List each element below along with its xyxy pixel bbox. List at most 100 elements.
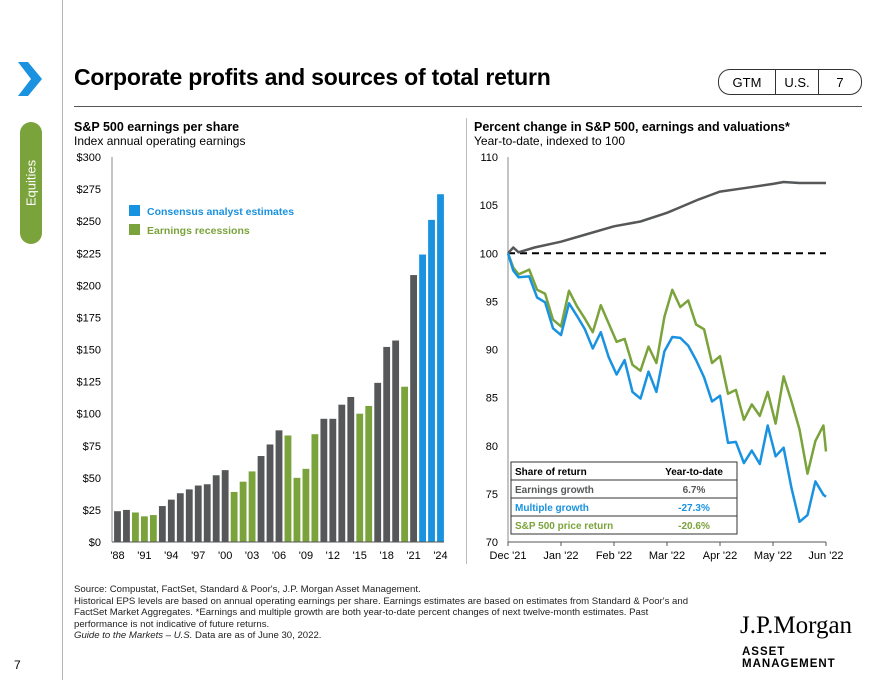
x-tick-label: '24: [433, 550, 447, 562]
series-line-multiple: [506, 252, 827, 524]
x-tick-label: '21: [406, 550, 420, 562]
x-tick-label: '15: [353, 550, 367, 562]
page-number: 7: [14, 658, 21, 672]
table-row-label: Earnings growth: [515, 485, 594, 496]
badge-gtm: GTM: [732, 74, 762, 90]
x-tick-label: '03: [245, 550, 259, 562]
x-tick-label: Jan '22: [543, 550, 578, 562]
badge-page: 7: [818, 70, 861, 94]
eps-bar-1999: [212, 475, 220, 542]
eps-bar-2021: [410, 275, 418, 542]
y-tick-label: $200: [77, 280, 101, 292]
footnote-line: Historical EPS levels are based on annua…: [74, 595, 689, 607]
x-tick-label: '94: [164, 550, 178, 562]
section-tab-equities[interactable]: Equities: [20, 122, 42, 244]
y-tick-label: $125: [77, 377, 101, 389]
table-row-value: -20.6%: [678, 521, 710, 532]
y-tick-label: 105: [480, 200, 498, 212]
table-row-value: 6.7%: [683, 485, 706, 496]
footnote-guide: Guide to the Markets – U.S. Data are as …: [74, 630, 724, 642]
eps-bar-2013: [338, 404, 346, 542]
y-tick-label: $25: [83, 505, 101, 517]
table-header-ytd: Year-to-date: [665, 467, 723, 478]
eps-bar-1998: [203, 484, 211, 542]
y-tick-label: $150: [77, 345, 101, 357]
eps-bar-1990: [132, 512, 139, 542]
footnote-line: FactSet Market Aggregates. *Earnings and…: [74, 607, 649, 618]
gtm-badge: GTM U.S. 7: [718, 69, 862, 95]
footnote-line: performance is not indicative of future …: [74, 618, 270, 630]
eps-bar-1989: [123, 509, 130, 542]
x-tick-label: '12: [326, 550, 340, 562]
eps-bar-2023: [428, 219, 435, 542]
eps-bar-2006: [275, 430, 283, 542]
x-tick-label: '88: [110, 550, 124, 562]
chevron-right-icon: [18, 62, 42, 96]
eps-bar-2011: [320, 418, 328, 542]
y-tick-label: $275: [77, 184, 101, 196]
eps-bar-2002: [239, 481, 247, 542]
eps-bar-2022: [419, 254, 426, 543]
right-chart-subtitle: Year-to-date, indexed to 100: [474, 134, 626, 148]
eps-bar-2005: [266, 444, 274, 542]
eps-bar-2018: [383, 346, 391, 542]
eps-bar-2019: [392, 340, 400, 542]
eps-bar-2020: [401, 386, 409, 542]
x-tick-label: '06: [272, 550, 286, 562]
x-tick-label: '09: [299, 550, 313, 562]
eps-bar-1996: [185, 489, 193, 542]
eps-bar-2003: [248, 471, 256, 542]
y-tick-label: $0: [89, 537, 101, 549]
x-tick-label: '18: [380, 550, 394, 562]
eps-bar-1997: [194, 485, 202, 542]
x-tick-label: '97: [191, 550, 205, 562]
legend-label-estimate: Consensus analyst estimates: [147, 206, 294, 218]
x-tick-label: Apr '22: [703, 550, 738, 562]
table-row-value: -27.3%: [678, 503, 710, 514]
x-tick-label: Jun '22: [808, 550, 843, 562]
eps-bar-2000: [221, 470, 229, 542]
y-tick-label: $50: [83, 473, 101, 485]
eps-bar-2001: [230, 491, 238, 542]
x-tick-label: Dec '21: [490, 550, 527, 562]
eps-bar-2015: [356, 413, 364, 542]
badge-region: U.S.: [775, 70, 818, 94]
eps-bar-2014: [347, 396, 355, 542]
legend-label-recession: Earnings recessions: [147, 225, 250, 237]
footnote-line: Source: Compustat, FactSet, Standard & P…: [74, 584, 421, 595]
x-tick-label: Mar '22: [649, 550, 685, 562]
x-tick-label: '00: [218, 550, 232, 562]
left-chart-subtitle: Index annual operating earnings: [74, 134, 246, 148]
chart-divider: [466, 118, 467, 564]
y-tick-label: $75: [83, 441, 101, 453]
y-tick-label: 95: [486, 296, 498, 308]
y-tick-label: 80: [486, 441, 498, 453]
x-tick-label: '91: [137, 550, 151, 562]
eps-bar-1992: [149, 515, 157, 542]
legend-swatch-estimate: [129, 205, 140, 216]
eps-bar-2017: [374, 382, 382, 542]
y-tick-label: 100: [480, 248, 498, 260]
footnotes: Source: Compustat, FactSet, Standard & P…: [74, 584, 724, 642]
table-row-label: Multiple growth: [515, 503, 589, 514]
guide-title: Guide to the Markets – U.S.: [74, 630, 193, 641]
page-title: Corporate profits and sources of total r…: [74, 64, 551, 90]
right-chart-title: Percent change in S&P 500, earnings and …: [474, 120, 790, 134]
series-line-sp500: [507, 180, 826, 255]
y-tick-label: $250: [77, 216, 101, 228]
asset-management-label: ASSET MANAGEMENT: [742, 646, 836, 670]
table-header-share: Share of return: [515, 467, 587, 478]
share-table: [510, 461, 738, 535]
y-tick-label: 85: [486, 393, 498, 405]
eps-bar-1991: [140, 516, 148, 542]
y-tick-label: $100: [77, 409, 101, 421]
section-label: Equities: [23, 159, 39, 207]
y-tick-label: $175: [77, 312, 101, 324]
eps-bar-2016: [365, 405, 373, 542]
series-line-earnings: [506, 252, 828, 475]
eps-bar-2012: [329, 418, 337, 542]
eps-bar-2009: [302, 468, 310, 542]
eps-bar-2008: [293, 477, 301, 542]
eps-bar-2004: [257, 456, 265, 542]
